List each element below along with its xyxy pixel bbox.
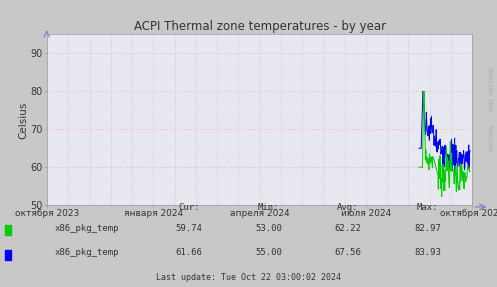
Title: ACPI Thermal zone temperatures - by year: ACPI Thermal zone temperatures - by year <box>134 20 386 33</box>
Text: Avg:: Avg: <box>337 203 359 212</box>
Text: 83.93: 83.93 <box>414 249 441 257</box>
Text: x86_pkg_temp: x86_pkg_temp <box>55 224 119 233</box>
Text: Min:: Min: <box>257 203 279 212</box>
Text: 67.56: 67.56 <box>334 249 361 257</box>
Text: 53.00: 53.00 <box>255 224 282 233</box>
Text: Max:: Max: <box>416 203 438 212</box>
Y-axis label: Celsius: Celsius <box>18 101 28 139</box>
Text: 62.22: 62.22 <box>334 224 361 233</box>
Text: 59.74: 59.74 <box>175 224 202 233</box>
Text: 82.97: 82.97 <box>414 224 441 233</box>
Text: 61.66: 61.66 <box>175 249 202 257</box>
Text: RRDTOOL / TOBI OETIKER: RRDTOOL / TOBI OETIKER <box>490 68 495 150</box>
Text: Cur:: Cur: <box>178 203 200 212</box>
Text: Last update: Tue Oct 22 03:00:02 2024: Last update: Tue Oct 22 03:00:02 2024 <box>156 273 341 282</box>
Text: 55.00: 55.00 <box>255 249 282 257</box>
Text: x86_pkg_temp: x86_pkg_temp <box>55 249 119 257</box>
